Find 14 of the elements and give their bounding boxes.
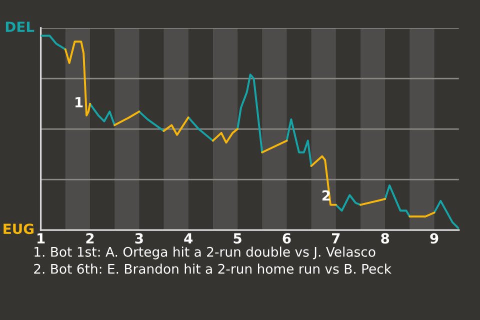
x-tick-label: 2 bbox=[86, 233, 94, 244]
x-tick-label: 9 bbox=[430, 233, 438, 244]
x-tick-label: 3 bbox=[135, 233, 143, 244]
x-tick-label: 5 bbox=[234, 233, 242, 244]
x-tick-label: 6 bbox=[282, 233, 291, 244]
text: 2. Bot 6th: E. Brandon hit a 2-run home run vs B. Peck bbox=[34, 264, 392, 274]
x-tick-label: 8 bbox=[381, 233, 390, 244]
text: DEL bbox=[6, 22, 34, 32]
annotation: 1 bbox=[76, 97, 83, 108]
x-tick-label: 1 bbox=[38, 233, 45, 244]
x-tick-label: 4 bbox=[184, 233, 193, 244]
text: 1. Bot 1st: A. Ortega hit a 2-run double vs J. Velasco bbox=[34, 246, 376, 260]
x-tick-label: 7 bbox=[332, 233, 340, 244]
text: EUG bbox=[4, 224, 34, 234]
